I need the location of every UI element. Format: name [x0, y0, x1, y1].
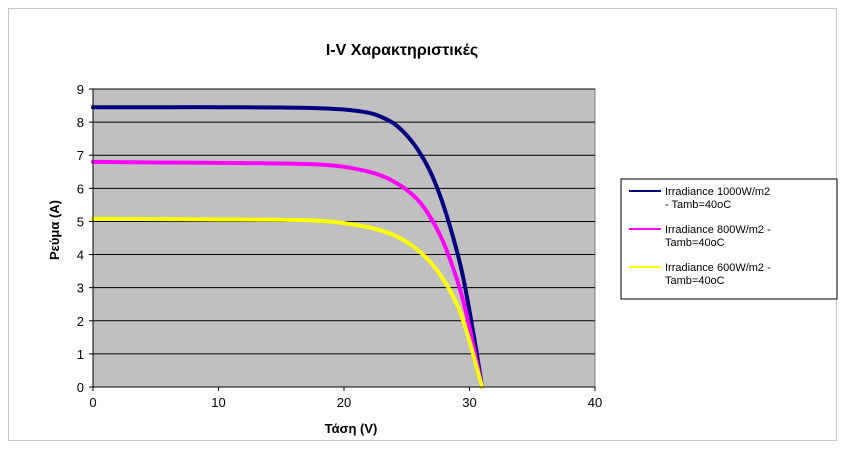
y-tick-label-7: 7	[77, 148, 84, 163]
x-tick-label-4: 40	[588, 395, 602, 410]
series-line-1	[91, 159, 485, 389]
y-tick-label-1: 1	[77, 347, 84, 362]
y-tick-label-2: 2	[77, 314, 84, 329]
legend-entry-2-line-0: Irradiance 600W/m2 -	[665, 262, 771, 274]
plot-area	[92, 88, 596, 388]
tick-labels: 0 1 2 3 4 5 6 7 8 9 0 10 20 30 40	[77, 82, 602, 410]
x-tick-label-0: 0	[89, 395, 96, 410]
chart-title: I-V Χαρακτηριστικές	[326, 42, 478, 59]
y-tick-label-6: 6	[77, 181, 84, 196]
legend-box	[620, 178, 838, 300]
legend-entry-0-line-1: - Tamb=40oC	[665, 199, 731, 211]
y-tick-label-3: 3	[77, 281, 84, 296]
series-layer	[91, 105, 485, 389]
x-tick-label-1: 10	[211, 395, 225, 410]
legend-entry-2-line-1: Tamb=40oC	[665, 275, 725, 287]
chart-frame: I-V Χαρακτηριστικές 0 1 2 3 4 5 6 7 8 9 0 10 20 30 40 …	[8, 8, 838, 441]
series-line-2	[91, 216, 485, 389]
legend: Irradiance 1000W/m2- Tamb=40oC Irradiance…	[629, 186, 771, 287]
legend-entry-1-line-0: Irradiance 800W/m2 -	[665, 224, 771, 236]
y-tick-label-0: 0	[77, 380, 84, 395]
y-tick-label-9: 9	[77, 82, 84, 97]
y-axis-label: Ρεύμα (A)	[47, 200, 62, 260]
y-tick-label-5: 5	[77, 214, 84, 229]
y-tick-label-8: 8	[77, 115, 84, 130]
x-tick-label-2: 20	[337, 395, 351, 410]
series-line-0	[91, 105, 485, 389]
axes	[89, 88, 596, 391]
x-axis-label: Τάση (V)	[325, 421, 378, 436]
legend-entry-0-line-0: Irradiance 1000W/m2	[665, 186, 770, 198]
y-tick-label-4: 4	[77, 248, 84, 263]
legend-entry-1-line-1: Tamb=40oC	[665, 237, 725, 249]
x-tick-label-3: 30	[462, 395, 476, 410]
